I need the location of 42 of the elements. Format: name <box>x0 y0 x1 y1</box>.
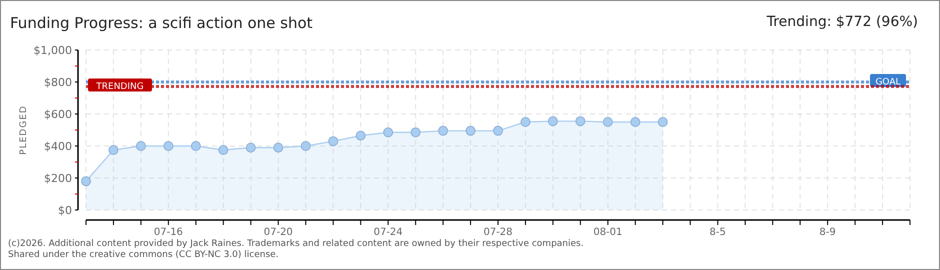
chart-title: Funding Progress: a scifi action one shot <box>10 14 313 32</box>
point <box>548 116 558 126</box>
y-tick-label: $800 <box>44 76 72 89</box>
point <box>356 130 366 141</box>
y-tick-label: $600 <box>44 108 72 121</box>
text: (c)2026. Additional content provided by Jack Raines. Trademarks and related content are owned by their respective companies. <box>8 239 584 249</box>
ref-line-label: TRENDING <box>95 82 144 92</box>
point <box>466 126 476 136</box>
y-axis-title: PLEDGED <box>19 105 29 155</box>
point <box>520 117 530 127</box>
x-tick-label: 8-9 <box>819 227 836 238</box>
point <box>493 126 503 136</box>
x-tick-label: 08-01 <box>593 227 622 238</box>
point <box>300 141 311 151</box>
text: Shared under the creative commons (CC BY-NC 3.0) license. <box>8 250 279 260</box>
chart-subtitle: Trending: $772 (96%) <box>766 14 918 30</box>
x-tick-label: 07-16 <box>154 227 183 238</box>
point <box>81 176 91 186</box>
point <box>136 141 146 151</box>
x-tick-label: 8-5 <box>710 227 726 238</box>
y-tick-label: $400 <box>44 140 72 153</box>
point <box>410 127 421 138</box>
ref-line-label: GOAL <box>875 78 901 88</box>
point <box>163 141 174 151</box>
point <box>630 117 640 127</box>
point <box>246 142 256 153</box>
point <box>658 117 668 127</box>
y-tick-label: $1,000 <box>34 44 72 57</box>
point <box>273 142 284 153</box>
point <box>328 136 338 146</box>
x-tick-label: 07-28 <box>483 227 513 238</box>
y-tick-label: $0 <box>58 204 72 217</box>
y-tick-label: $200 <box>44 172 72 185</box>
x-tick-label: 07-20 <box>264 227 293 238</box>
point <box>218 145 228 155</box>
x-tick-label: 07-24 <box>374 227 403 238</box>
point <box>438 126 448 136</box>
point <box>190 141 201 151</box>
point <box>383 127 394 138</box>
point <box>602 117 613 127</box>
point <box>575 116 586 126</box>
point <box>108 145 118 155</box>
